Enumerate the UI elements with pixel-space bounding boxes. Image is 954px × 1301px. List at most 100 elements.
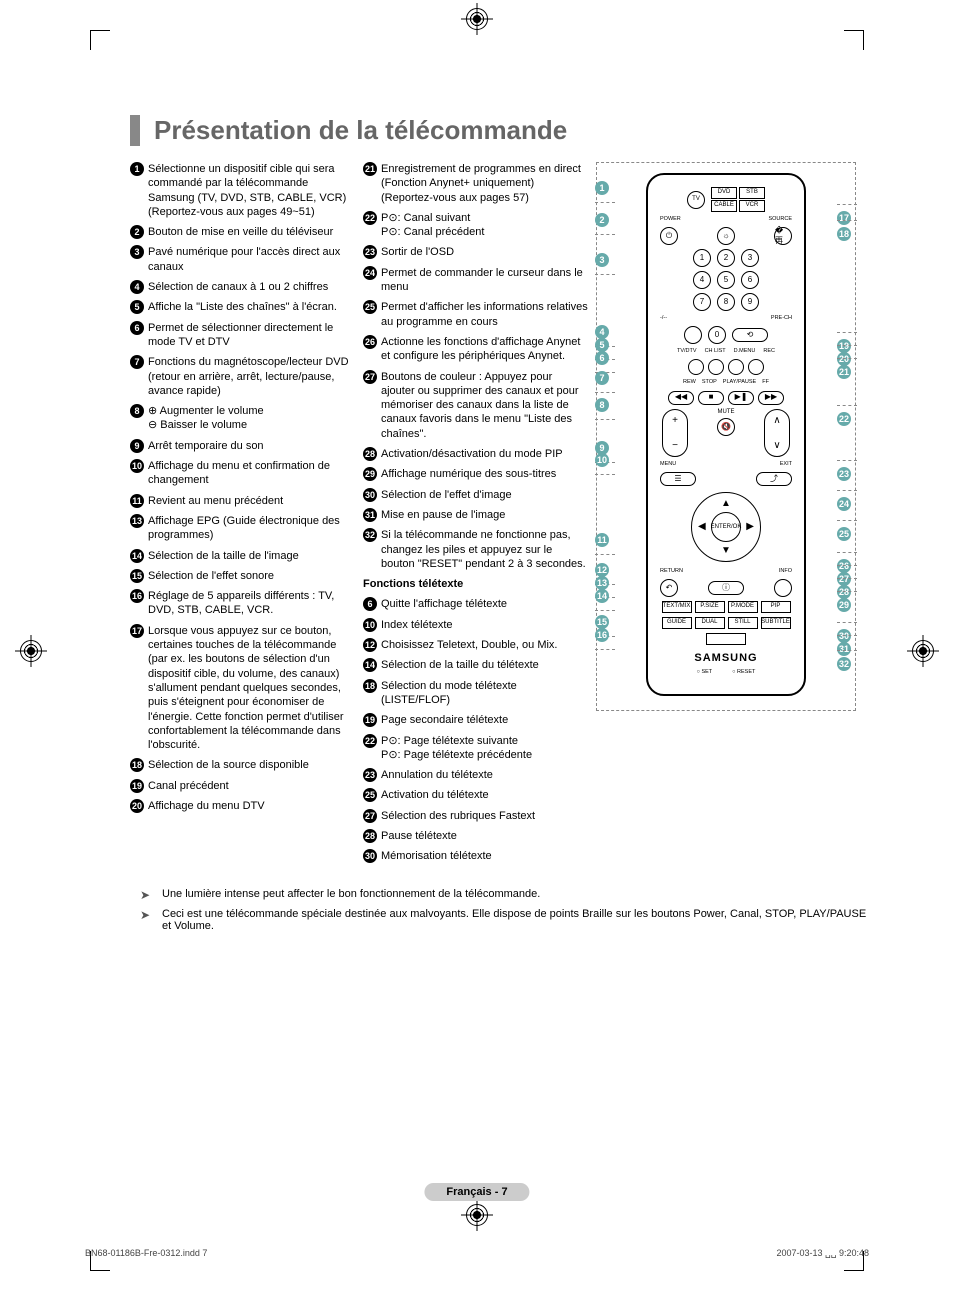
item-number-badge: 28 (363, 829, 377, 843)
callout-badge: 23 (837, 467, 851, 481)
item-number-badge: 18 (130, 758, 144, 772)
footnotes: ➤Une lumière intense peut affecter le bo… (140, 888, 874, 932)
device-vcr-button: VCR (739, 200, 765, 212)
ch list-button (708, 359, 724, 375)
callout-leader-line (837, 552, 857, 553)
mute-button: 🔇 (717, 418, 735, 436)
callout-leader-line (837, 591, 857, 592)
small-label: CH LIST (705, 348, 726, 355)
item-number-badge: 10 (363, 618, 377, 632)
list-item: 21Enregistrement de programmes en direct… (363, 162, 588, 205)
callout-16: 16 (595, 628, 615, 657)
num-5-button: 5 (717, 271, 735, 289)
item-number-badge: 6 (363, 597, 377, 611)
footer-meta: BN68-01186B-Fre-0312.indd 7 2007-03-13 ␣… (85, 1248, 869, 1259)
item-number-badge: 21 (363, 162, 377, 176)
list-item: 5Affiche la "Liste des chaînes" à l'écra… (130, 300, 355, 314)
list-item: 10Index télétexte (363, 618, 588, 632)
list-item: 27Boutons de couleur : Appuyez pour ajou… (363, 370, 588, 441)
list-item: 2Bouton de mise en veille du téléviseur (130, 225, 355, 239)
list-item: 18Sélection du mode télétexte (LISTE/FLO… (363, 679, 588, 708)
list-item: 18Sélection de la source disponible (130, 758, 355, 772)
callout-badge: 13 (595, 576, 609, 590)
callout-leader-line (595, 274, 615, 275)
footer-filename: BN68-01186B-Fre-0312.indd 7 (85, 1248, 207, 1259)
callout-leader-line (837, 520, 857, 521)
transport-stop-button: ■ (698, 391, 724, 405)
callout-badge: 5 (595, 338, 609, 352)
item-text: Canal précédent (148, 779, 355, 793)
page: Présentation de la télécommande 1Sélecti… (0, 0, 954, 1301)
callout-leader-line (595, 234, 615, 235)
feature-pip-button: PIP (761, 601, 791, 613)
registration-mark-bottom (466, 1204, 488, 1226)
callout-leader-line (837, 204, 857, 205)
info-button: ⓘ (708, 581, 744, 595)
list-item: 15Sélection de l'effet sonore (130, 569, 355, 583)
feature-psize-button: P.SIZE (695, 601, 725, 613)
item-number-badge: 32 (363, 528, 377, 542)
item-text: Activation/désactivation du mode PIP (381, 447, 588, 461)
list-item: 30Mémorisation télétexte (363, 849, 588, 863)
feature-guide-button: GUIDE (662, 617, 692, 629)
item-text: Choisissez Teletext, Double, ou Mix. (381, 638, 588, 652)
footer-timestamp: 2007-03-13 ␣␣ 9:20:48 (777, 1248, 870, 1259)
list-item: 28Activation/désactivation du mode PIP (363, 447, 588, 461)
item-text: Sélection de canaux à 1 ou 2 chiffres (148, 280, 355, 294)
item-text: Réglage de 5 appareils différents : TV, … (148, 589, 355, 618)
item-number-badge: 26 (363, 335, 377, 349)
note-text: Ceci est une télécommande spéciale desti… (162, 908, 874, 932)
list-item: 14Sélection de la taille de l'image (130, 549, 355, 563)
rec-button (748, 359, 764, 375)
list-item: 13Affichage EPG (Guide électronique des … (130, 514, 355, 543)
item-number-badge: 18 (363, 679, 377, 693)
transport-rew-button: ◀◀ (668, 391, 694, 405)
menu-button: ☰ (660, 472, 696, 486)
transport-play/pause-button: ▶❚ (728, 391, 754, 405)
list-item: 28 Pause télétexte (363, 829, 588, 843)
callout-32: 32 (837, 643, 857, 672)
list-item: 17Lorsque vous appuyez sur ce bouton, ce… (130, 624, 355, 753)
callout-badge: 16 (595, 628, 609, 642)
list-item: 32 Si la télécommande ne fonctionne pas, … (363, 528, 588, 571)
callout-leader-line (595, 554, 615, 555)
feature-textmix-button: TEXT/MIX (662, 601, 692, 613)
registration-mark-left (20, 640, 42, 662)
item-text: Permet de commander le curseur dans le m… (381, 266, 588, 295)
transport-ff-button: ▶▶ (758, 391, 784, 405)
item-text: Sélection de l'effet d'image (381, 488, 588, 502)
exit-label: EXIT (780, 461, 792, 468)
callout-badge: 32 (837, 657, 851, 671)
device-dvd-button: DVD (711, 187, 737, 199)
list-item: 11Revient au menu précédent (130, 494, 355, 508)
callout-leader-line (837, 635, 857, 636)
small-label: REC (763, 348, 775, 355)
callout-leader-line (837, 622, 857, 623)
callout-29: 29 (837, 584, 857, 613)
item-number-badge: 22 (363, 211, 377, 225)
list-item: 26Actionne les fonctions d'affichage Any… (363, 335, 588, 364)
item-number-badge: 19 (130, 779, 144, 793)
page-title: Présentation de la télécommande (154, 115, 874, 146)
num-7-button: 7 (693, 293, 711, 311)
callout-badge: 24 (837, 497, 851, 511)
power-button: ⏻ (660, 227, 678, 245)
item-text: Pause télétexte (381, 829, 588, 843)
callout-leader-line (837, 332, 857, 333)
callout-8: 8 (595, 398, 615, 427)
num-6-button: 6 (741, 271, 759, 289)
callout-2: 2 (595, 213, 615, 242)
item-text: Activation du télétexte (381, 788, 588, 802)
item-text: Si la télécommande ne fonctionne pas, ch… (381, 528, 588, 571)
volume-rocker: +− (662, 409, 688, 457)
remote-outline: TV DVD STB CABLE VCR (646, 173, 806, 696)
content-columns: 1Sélectionne un dispositif cible qui ser… (130, 162, 874, 870)
brand-logo: SAMSUNG (654, 651, 798, 665)
num-3-button: 3 (741, 249, 759, 267)
numpad: 123456789 (654, 249, 798, 311)
item-number-badge: 9 (130, 439, 144, 453)
callout-leader-line (595, 419, 615, 420)
item-number-badge: 22 (363, 734, 377, 748)
list-item: 7Fonctions du magnétoscope/lecteur DVD (… (130, 355, 355, 398)
item-number-badge: 13 (130, 514, 144, 528)
